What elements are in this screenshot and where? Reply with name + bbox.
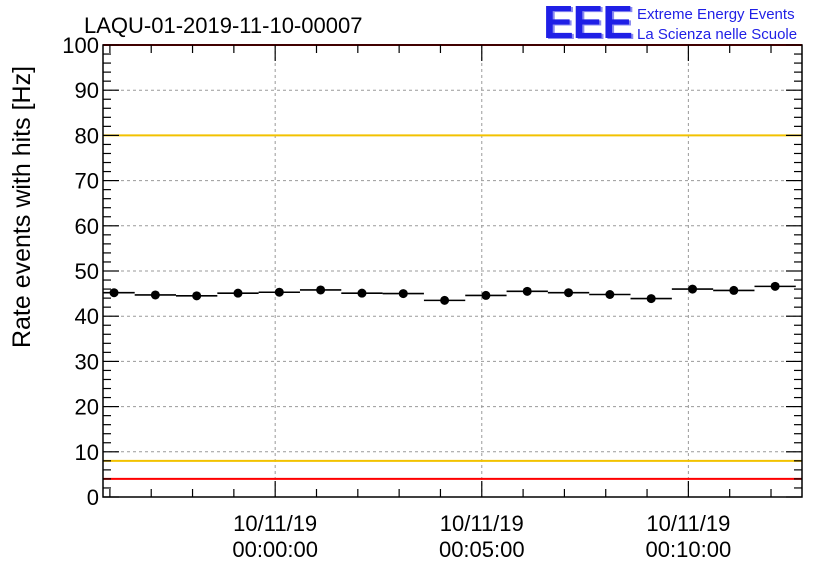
logo-text-line2: La Scienza nelle Scuole xyxy=(637,26,798,43)
data-point-3 xyxy=(233,288,243,298)
y-tick-label: 50 xyxy=(75,259,99,284)
y-tick-label: 30 xyxy=(75,349,99,374)
data-point-4 xyxy=(274,287,284,297)
x-tick-label-time: 00:10:00 xyxy=(646,537,732,562)
y-tick-label: 60 xyxy=(75,214,99,239)
y-tick-label: 70 xyxy=(75,169,99,194)
data-point-1 xyxy=(150,290,160,300)
data-point-5 xyxy=(316,285,326,295)
data-point-12 xyxy=(605,290,615,300)
data-point-2 xyxy=(192,291,202,301)
data-point-9 xyxy=(481,290,491,300)
data-point-0 xyxy=(109,288,119,298)
y-tick-label: 80 xyxy=(75,123,99,148)
eee-logo: EEE Extreme Energy Events La Scienza nel… xyxy=(543,0,833,48)
data-point-6 xyxy=(357,288,367,298)
data-point-7 xyxy=(398,289,408,299)
data-point-16 xyxy=(770,281,780,291)
x-tick-label-time: 00:05:00 xyxy=(439,537,525,562)
y-tick-label: 10 xyxy=(75,440,99,465)
eee-logo-mark: EEE xyxy=(543,0,633,48)
axes: 010203040506070809010010/11/1900:00:0010… xyxy=(62,33,803,562)
y-tick-label: 20 xyxy=(75,395,99,420)
data-point-11 xyxy=(564,288,574,298)
grid-layer xyxy=(103,45,802,497)
data-point-10 xyxy=(522,286,532,296)
data-point-15 xyxy=(729,285,739,295)
data-point-13 xyxy=(646,294,656,304)
x-tick-label-date: 10/11/19 xyxy=(233,511,317,536)
reference-lines xyxy=(103,44,802,480)
data-point-8 xyxy=(440,295,450,305)
data-points xyxy=(103,281,796,305)
logo-text-line1: Extreme Energy Events xyxy=(637,6,795,23)
y-tick-label: 90 xyxy=(75,78,99,103)
y-tick-label: 40 xyxy=(75,304,99,329)
x-tick-label-date: 10/11/19 xyxy=(646,511,730,536)
y-tick-label: 100 xyxy=(62,33,99,58)
chart-title: LAQU-01-2019-11-10-00007 xyxy=(84,13,362,38)
y-tick-label: 0 xyxy=(87,485,99,510)
x-tick-label-time: 00:00:00 xyxy=(232,537,318,562)
data-point-14 xyxy=(688,284,698,294)
y-axis-label: Rate events with hits [Hz] xyxy=(8,66,36,348)
x-tick-label-date: 10/11/19 xyxy=(440,511,524,536)
